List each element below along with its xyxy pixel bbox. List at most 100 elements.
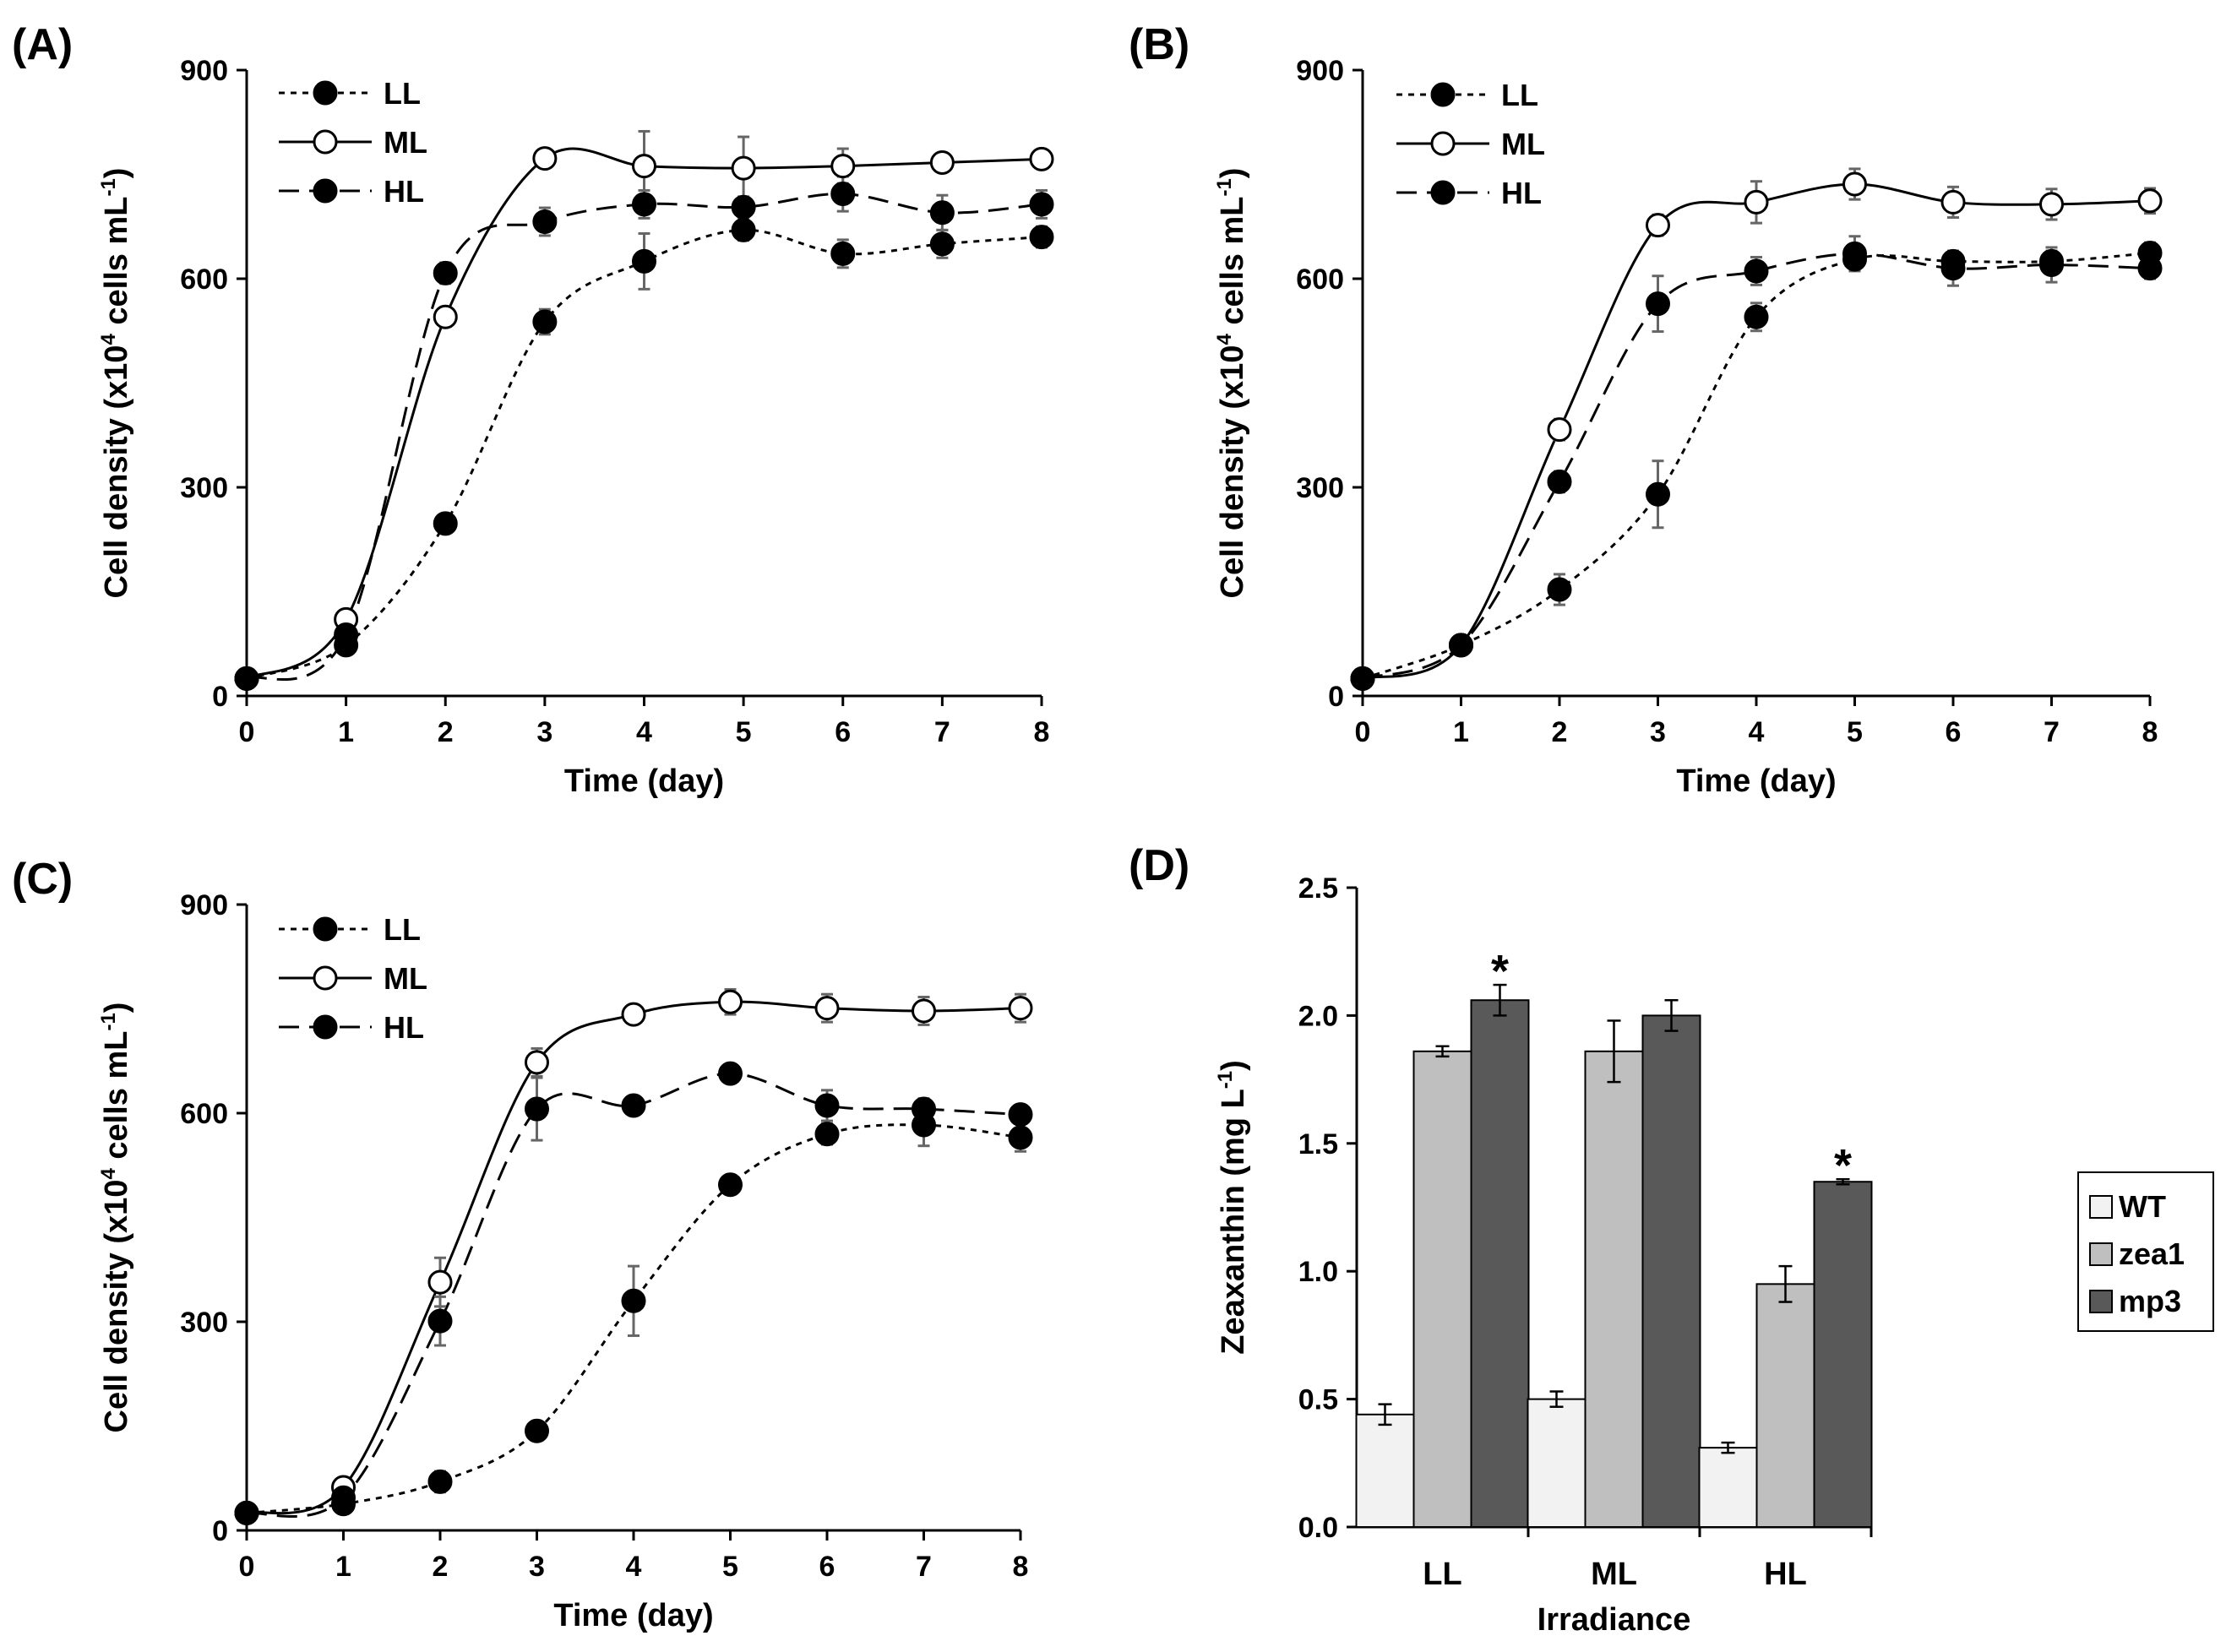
series-line-LL bbox=[246, 228, 1042, 680]
x-tick-label: 5 bbox=[722, 1551, 738, 1583]
x-tick-label: 0 bbox=[1355, 716, 1371, 748]
x-tick-label: 6 bbox=[835, 716, 851, 748]
y-tick-label: 0 bbox=[212, 1515, 228, 1547]
data-point-LL bbox=[433, 511, 458, 536]
x-category-label: ML bbox=[1591, 1557, 1637, 1592]
x-tick-label: 3 bbox=[536, 716, 552, 748]
bar-WT-LL bbox=[1355, 1413, 1415, 1528]
data-point-ML bbox=[929, 150, 955, 176]
legend-label-mp3: mp3 bbox=[2119, 1284, 2181, 1318]
y-axis-title-part: Cell density (x10 bbox=[1215, 345, 1250, 599]
data-point-HL bbox=[2137, 256, 2163, 281]
data-point-ML bbox=[830, 154, 856, 179]
legend-swatch-zea1 bbox=[2089, 1242, 2113, 1266]
bar-zea1-HL bbox=[1755, 1283, 1815, 1528]
y-tick-label: 300 bbox=[180, 1307, 228, 1339]
legend-label-LL: LL bbox=[384, 76, 421, 111]
x-tick-label: 2 bbox=[438, 716, 454, 748]
data-point-ML bbox=[2137, 188, 2163, 214]
data-point-ML bbox=[621, 1002, 646, 1027]
data-point-HL bbox=[814, 1093, 840, 1118]
legend-marker-ML bbox=[313, 965, 338, 991]
data-point-LL bbox=[1646, 481, 1670, 507]
y-axis-title-part: -1 bbox=[1214, 1071, 1237, 1089]
x-tick-label: 1 bbox=[338, 716, 354, 748]
x-tick-label: 5 bbox=[1847, 716, 1863, 748]
legend-swatch-WT bbox=[2089, 1195, 2113, 1219]
legend-marker-HL bbox=[1430, 180, 1456, 205]
y-axis-title-part: cells mL bbox=[99, 197, 134, 334]
y-tick-label: 900 bbox=[180, 889, 228, 921]
data-point-HL bbox=[427, 1308, 453, 1334]
significance-star: * bbox=[1834, 1140, 1852, 1191]
panel-1: (B) 0 300 600 900 0 1 2 3 4 5 6 7 8 Time (day) Cell den… bbox=[1129, 20, 2163, 799]
data-point-ML bbox=[632, 154, 656, 179]
y-tick-label: 0.5 bbox=[1298, 1384, 1338, 1416]
x-tick-label: 7 bbox=[2044, 716, 2060, 748]
data-point-LL bbox=[830, 241, 856, 266]
x-category-label: HL bbox=[1764, 1557, 1807, 1592]
y-tick-label: 300 bbox=[180, 472, 228, 504]
data-point-LL bbox=[427, 1469, 453, 1494]
data-point-LL bbox=[632, 248, 656, 274]
data-point-HL bbox=[2039, 253, 2064, 278]
y-tick-label: 2.0 bbox=[1298, 1000, 1338, 1032]
panel-0: (A) 0 300 600 900 0 1 2 3 4 5 6 7 8 Time (day) Cell den… bbox=[12, 20, 1054, 799]
data-point-ML bbox=[718, 989, 743, 1014]
data-point-ML bbox=[1008, 996, 1033, 1021]
y-tick-label: 900 bbox=[1296, 55, 1344, 87]
legend-label-HL: HL bbox=[384, 174, 424, 209]
data-point-ML bbox=[427, 1269, 453, 1295]
series-line-ML bbox=[246, 1000, 1021, 1515]
y-tick-label: 900 bbox=[180, 55, 228, 87]
data-point-HL bbox=[731, 194, 756, 220]
series-line-LL bbox=[1362, 252, 2151, 680]
x-axis-title: Time (day) bbox=[553, 1598, 713, 1633]
x-tick-label: 8 bbox=[1013, 1551, 1029, 1583]
data-point-ML bbox=[1547, 417, 1572, 443]
data-point-LL bbox=[525, 1418, 549, 1443]
y-tick-label: 1.5 bbox=[1298, 1128, 1338, 1160]
legend-marker-LL bbox=[313, 916, 338, 942]
bar-mp3-HL bbox=[1813, 1181, 1873, 1528]
y-axis-title-part: cells mL bbox=[1215, 197, 1250, 334]
y-axis-title: Zeaxanthin (mg L-1) bbox=[1214, 1060, 1251, 1355]
x-tick-label: 0 bbox=[239, 716, 255, 748]
legend-label-zea1: zea1 bbox=[2119, 1236, 2185, 1271]
legend-label-LL: LL bbox=[384, 912, 421, 947]
data-point-LL bbox=[1029, 225, 1054, 250]
data-point-HL bbox=[929, 200, 955, 226]
data-point-LL bbox=[1744, 304, 1769, 329]
x-tick-label: 4 bbox=[636, 716, 652, 748]
data-point-HL bbox=[532, 209, 558, 234]
y-axis-title-part: ) bbox=[99, 1003, 134, 1013]
legend-swatch-mp3 bbox=[2089, 1290, 2113, 1313]
y-axis-title-part: 4 bbox=[97, 1168, 120, 1180]
y-tick-label: 600 bbox=[180, 264, 228, 296]
y-tick-label: 600 bbox=[180, 1098, 228, 1130]
x-tick-label: 8 bbox=[2142, 716, 2158, 748]
data-point-LL bbox=[1547, 577, 1572, 602]
x-tick-label: 7 bbox=[934, 716, 950, 748]
y-tick-label: 2.5 bbox=[1298, 872, 1338, 905]
y-tick-label: 0.0 bbox=[1298, 1512, 1338, 1544]
data-point-HL bbox=[621, 1093, 646, 1118]
y-tick-label: 1.0 bbox=[1298, 1256, 1338, 1288]
x-tick-label: 0 bbox=[239, 1551, 255, 1583]
x-tick-label: 3 bbox=[529, 1551, 545, 1583]
y-tick-label: 300 bbox=[1296, 472, 1344, 504]
x-axis-title: Time (day) bbox=[1676, 764, 1836, 799]
data-point-HL bbox=[331, 1485, 356, 1510]
legend-label-LL: LL bbox=[1501, 78, 1538, 112]
data-point-LL bbox=[1008, 1125, 1033, 1150]
y-axis-title-part: -1 bbox=[97, 178, 120, 196]
y-axis-title-part: ) bbox=[1215, 168, 1250, 179]
x-tick-label: 4 bbox=[626, 1551, 642, 1583]
y-axis-title-part: 4 bbox=[1213, 334, 1236, 345]
legend-marker-HL bbox=[313, 1014, 338, 1040]
y-tick-label: 0 bbox=[1328, 681, 1344, 713]
data-point-ML bbox=[532, 146, 558, 171]
y-axis-title-part: Zeaxanthin (mg L bbox=[1216, 1089, 1251, 1355]
data-point-HL bbox=[1008, 1102, 1033, 1128]
